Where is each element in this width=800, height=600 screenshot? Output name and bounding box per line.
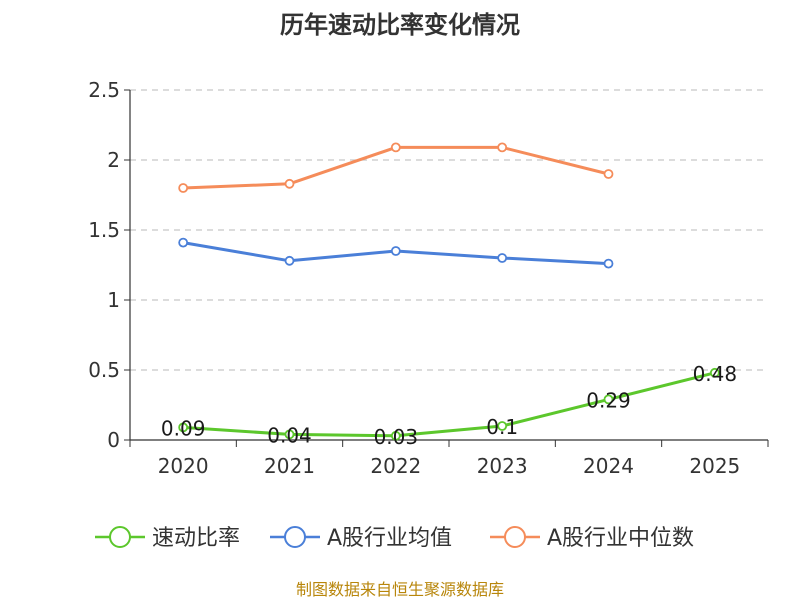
data-label: 0.09 xyxy=(161,416,206,440)
legend-item[interactable]: 速动比率 xyxy=(95,526,240,551)
x-tick-label: 2023 xyxy=(477,454,528,478)
data-point[interactable] xyxy=(498,143,506,151)
source-note: 制图数据来自恒生聚源数据库 xyxy=(296,580,504,599)
grid xyxy=(130,90,768,370)
data-point[interactable] xyxy=(179,184,187,192)
chart: 历年速动比率变化情况 0 0.5 1 1.5 2 2.5 2020 2021 2022 2023 2… xyxy=(0,0,800,600)
data-point[interactable] xyxy=(605,170,613,178)
legend-marker xyxy=(285,527,305,547)
y-tick-label: 1.5 xyxy=(88,218,120,242)
data-label: 0.1 xyxy=(486,415,518,439)
y-tick-label: 0.5 xyxy=(88,358,120,382)
x-tick-label: 2024 xyxy=(583,454,634,478)
legend-marker xyxy=(110,527,130,547)
data-label: 0.04 xyxy=(267,423,312,447)
chart-title: 历年速动比率变化情况 xyxy=(280,11,520,39)
x-tick-label: 2020 xyxy=(158,454,209,478)
y-tick-label: 2.5 xyxy=(88,78,120,102)
legend-item[interactable]: A股行业中位数 xyxy=(490,526,694,551)
data-label: 0.48 xyxy=(693,362,738,386)
series-line xyxy=(183,373,715,436)
legend-marker xyxy=(505,527,525,547)
data-point[interactable] xyxy=(498,254,506,262)
y-tick-label: 0 xyxy=(107,428,120,452)
data-point[interactable] xyxy=(286,257,294,265)
legend-label: A股行业均值 xyxy=(327,526,452,551)
data-point[interactable] xyxy=(605,260,613,268)
y-tick-label: 2 xyxy=(107,148,120,172)
y-tick-label: 1 xyxy=(107,288,120,312)
data-point[interactable] xyxy=(179,239,187,247)
data-point[interactable] xyxy=(286,180,294,188)
data-point[interactable] xyxy=(392,143,400,151)
legend-item[interactable]: A股行业均值 xyxy=(270,526,452,551)
legend-label: 速动比率 xyxy=(152,526,240,551)
x-tick-label: 2025 xyxy=(689,454,740,478)
data-label: 0.29 xyxy=(586,388,631,412)
x-tick-label: 2021 xyxy=(264,454,315,478)
series-group: 0.09 0.04 0.03 0.1 0.29 0.48 xyxy=(161,143,737,448)
data-point[interactable] xyxy=(392,247,400,255)
x-tick-label: 2022 xyxy=(370,454,421,478)
legend[interactable]: 速动比率 A股行业均值 A股行业中位数 xyxy=(95,526,694,551)
data-label: 0.03 xyxy=(374,425,419,449)
legend-label: A股行业中位数 xyxy=(547,526,694,551)
series-line xyxy=(183,147,608,188)
